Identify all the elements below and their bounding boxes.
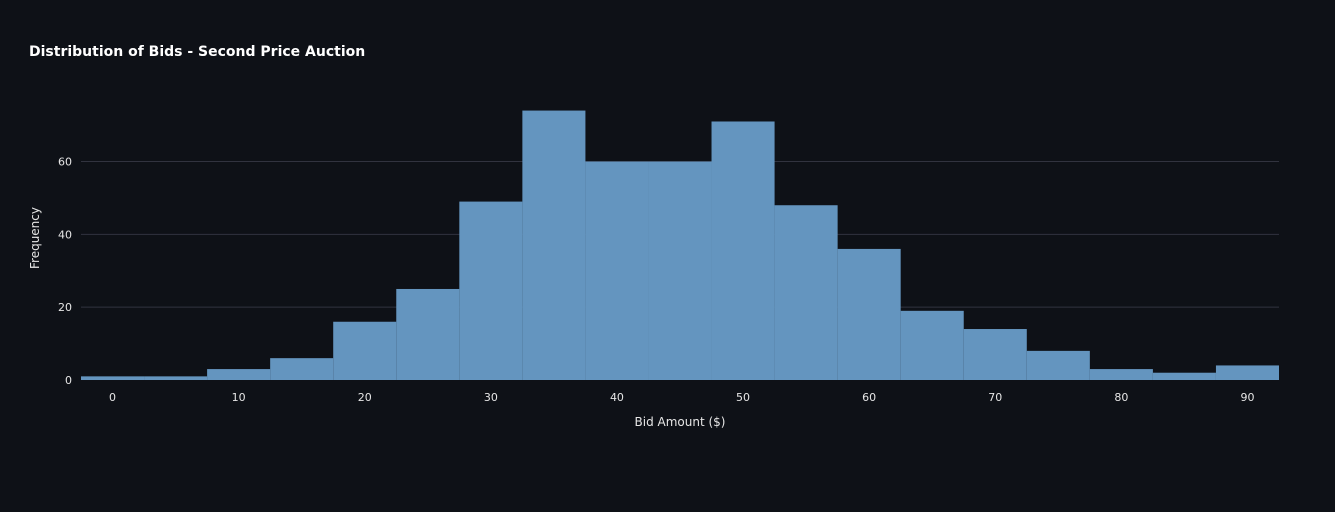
x-tick-label: 20 (358, 391, 372, 404)
histogram-bars (81, 110, 1279, 381)
histogram-bar-8 (585, 161, 649, 380)
y-axis-ticks: 0 20 40 60 (58, 156, 72, 387)
histogram-bar-13 (900, 310, 964, 380)
histogram-bar-17 (1152, 372, 1216, 380)
histogram-bar-12 (837, 248, 901, 380)
histogram-bar-5 (396, 288, 460, 380)
x-tick-label: 30 (484, 391, 498, 404)
x-axis-title: Bid Amount ($) (635, 415, 726, 429)
histogram-bar-9 (648, 161, 712, 380)
histogram-bar-14 (963, 329, 1027, 380)
histogram-bar-7 (522, 110, 586, 381)
y-tick-label: 60 (58, 156, 72, 169)
x-axis-ticks: 0 10 20 30 40 50 60 70 80 90 (109, 391, 1254, 404)
x-tick-label: 70 (988, 391, 1002, 404)
histogram-bar-18 (1215, 365, 1279, 380)
x-tick-label: 10 (232, 391, 246, 404)
histogram-bar-0 (81, 376, 145, 380)
histogram-bar-15 (1026, 350, 1090, 380)
x-tick-label: 60 (862, 391, 876, 404)
histogram-bar-16 (1089, 369, 1153, 380)
y-tick-label: 40 (58, 228, 72, 241)
y-tick-label: 20 (58, 301, 72, 314)
chart-title: Distribution of Bids - Second Price Auct… (29, 44, 366, 60)
histogram-bar-4 (333, 321, 397, 380)
x-tick-label: 80 (1114, 391, 1128, 404)
histogram-bar-3 (270, 358, 334, 380)
y-axis-title: Frequency (28, 207, 42, 269)
histogram-bar-2 (207, 369, 271, 380)
x-tick-label: 0 (109, 391, 116, 404)
histogram-bar-11 (774, 205, 838, 380)
x-tick-label: 90 (1240, 391, 1254, 404)
histogram-bar-10 (711, 121, 775, 380)
x-tick-label: 50 (736, 391, 750, 404)
x-tick-label: 40 (610, 391, 624, 404)
y-tick-label: 0 (65, 374, 72, 387)
histogram-bar-1 (144, 376, 208, 380)
histogram-bar-6 (459, 201, 523, 380)
